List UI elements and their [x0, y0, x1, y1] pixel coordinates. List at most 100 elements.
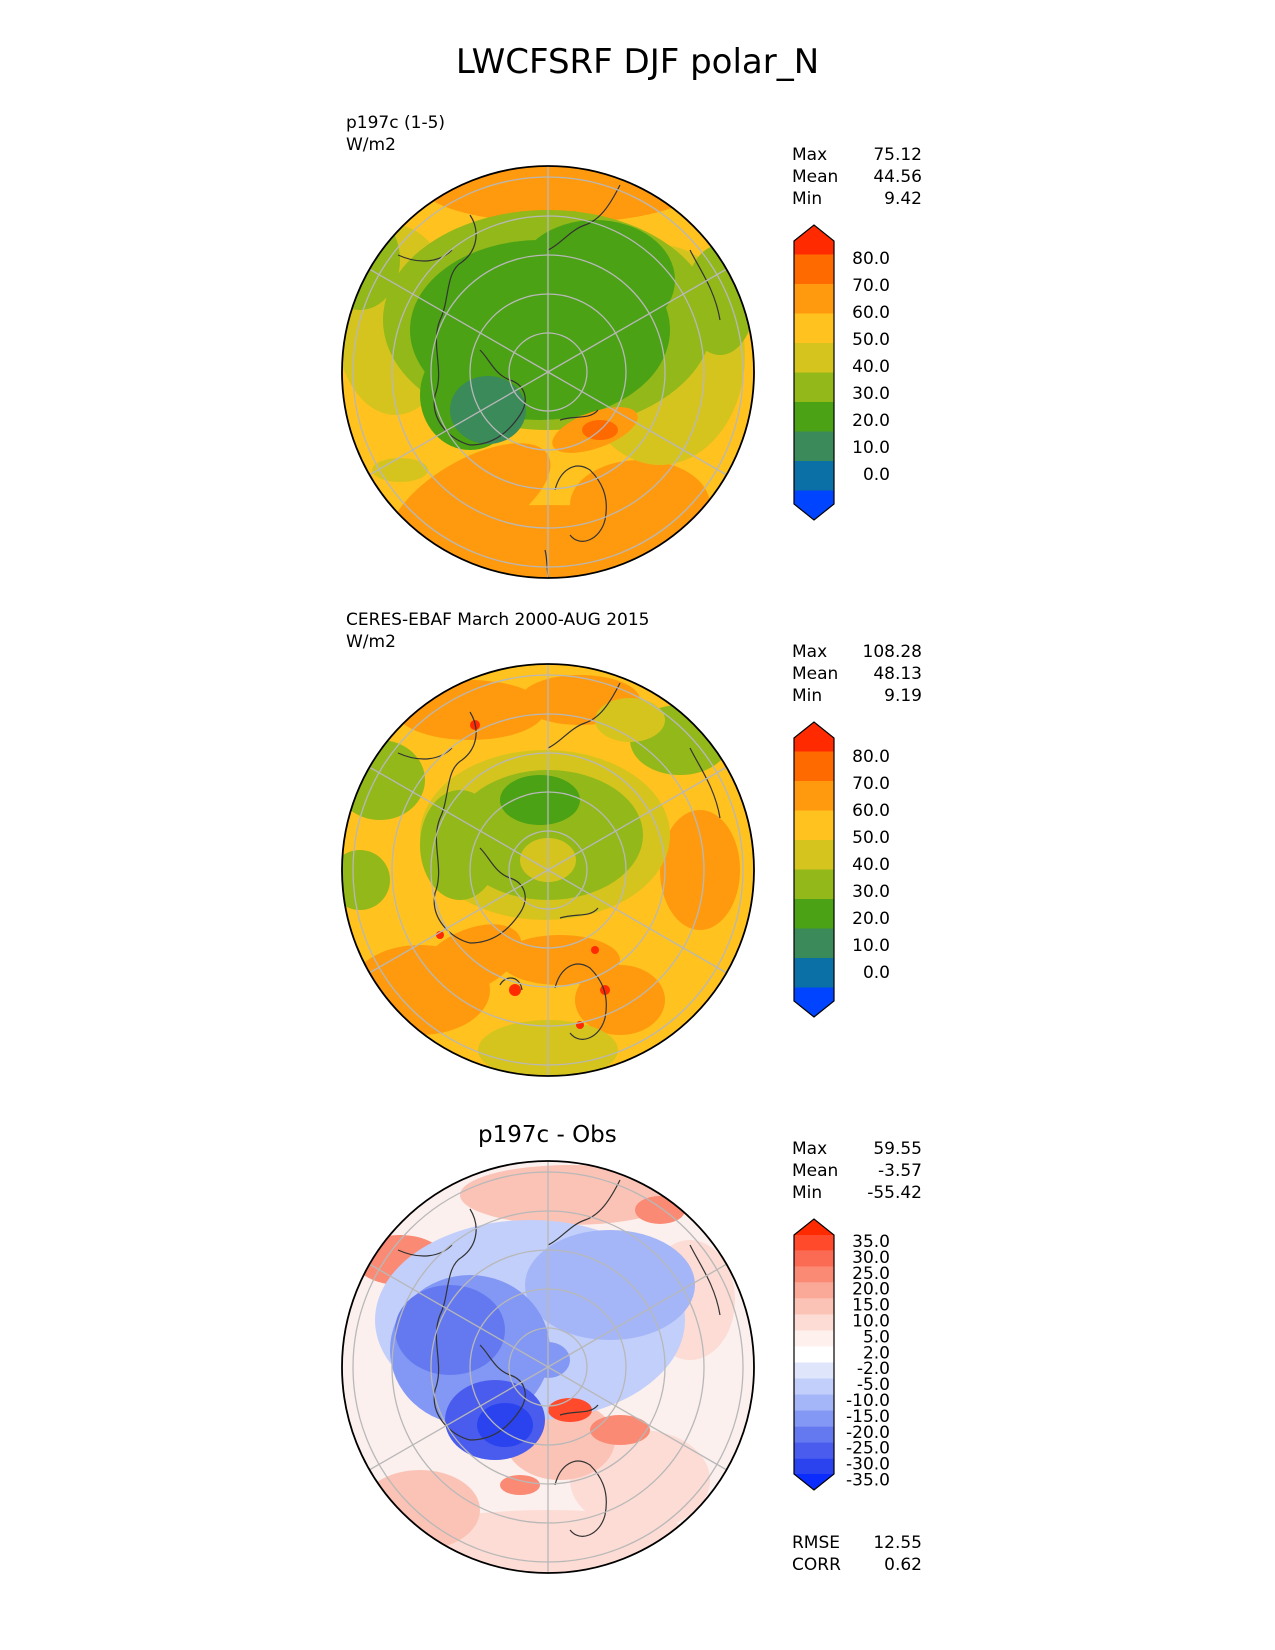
colorbar-tick-label: 10.0	[852, 936, 890, 956]
test-case-label: p197c (1-5)	[346, 113, 446, 133]
ref-units-label: W/m2	[346, 632, 396, 652]
colorbar-swatch	[794, 1474, 834, 1490]
stat-max-value: 108.28	[862, 642, 922, 662]
stat-mean-value: 48.13	[873, 664, 922, 684]
stat-mean-label: Mean	[792, 1161, 839, 1181]
colorbar-swatch	[794, 1346, 834, 1363]
test-stats: Max 75.12 Mean 44.56 Min 9.42	[792, 144, 922, 210]
diff-metrics: RMSE 12.55 CORR 0.62	[792, 1532, 922, 1576]
colorbar-tick-label: 15.0	[852, 1296, 890, 1316]
colorbar-swatch	[794, 461, 834, 491]
stat-min-value: -55.42	[867, 1183, 922, 1203]
stat-max-label: Max	[792, 1139, 828, 1159]
colorbar-swatch	[794, 722, 834, 752]
colorbar-swatch	[794, 372, 834, 402]
colorbar-tick-label: 50.0	[852, 828, 890, 848]
colorbar-swatch	[794, 490, 834, 520]
colorbar-tick-label: 40.0	[852, 357, 890, 377]
colorbar-tick-label: 5.0	[863, 1327, 890, 1347]
stat-max-label: Max	[792, 145, 828, 165]
colorbar-tick-label: 10.0	[852, 438, 890, 458]
colorbar-swatch	[794, 840, 834, 870]
colorbar-swatch	[794, 810, 834, 840]
colorbar-outline	[793, 721, 835, 1018]
colorbar-tick-label: 0.0	[863, 465, 890, 485]
colorbar-tick-label: 10.0	[852, 1312, 890, 1332]
colorbar-swatch	[794, 1282, 834, 1299]
colorbar-swatch	[794, 1394, 834, 1411]
colorbar-swatch	[794, 1330, 834, 1347]
colorbar-tick-label: 2.0	[863, 1343, 890, 1363]
colorbar-swatch	[794, 254, 834, 284]
colorbar-tick-label: 0.0	[863, 963, 890, 983]
colorbar-swatch	[794, 899, 834, 929]
stat-mean-value: 44.56	[873, 167, 922, 187]
colorbar-tick-label: 60.0	[852, 303, 890, 323]
colorbar-swatch	[794, 781, 834, 811]
colorbar-tick-label: 20.0	[852, 1280, 890, 1300]
corr-label: CORR	[792, 1555, 841, 1575]
ref-colorbar: 80.0 70.0 60.0 50.0 40.0 30.0 20.0 10.0 0.0	[793, 721, 890, 1018]
colorbar-tick-label: 25.0	[852, 1264, 890, 1284]
colorbar-swatch	[794, 1362, 834, 1379]
colorbar-swatch	[794, 1298, 834, 1315]
colorbar-swatch	[794, 431, 834, 461]
ref-case-label: CERES-EBAF March 2000-AUG 2015	[346, 610, 650, 630]
colorbar-swatch	[794, 402, 834, 432]
stat-mean-value: -3.57	[878, 1161, 922, 1181]
colorbar-swatch	[794, 1234, 834, 1251]
colorbar-tick-label: -35.0	[846, 1471, 890, 1491]
colorbar-tick-label: 30.0	[852, 882, 890, 902]
colorbar-swatch	[794, 869, 834, 899]
stat-mean-label: Mean	[792, 167, 839, 187]
colorbar-tick-label: 70.0	[852, 774, 890, 794]
stat-max-value: 75.12	[873, 145, 922, 165]
stat-min-value: 9.42	[884, 189, 922, 209]
colorbar-swatch	[794, 1250, 834, 1267]
rmse-value: 12.55	[873, 1533, 922, 1553]
stat-max-label: Max	[792, 642, 828, 662]
colorbar-swatch	[794, 1266, 834, 1283]
colorbar-tick-label: -30.0	[846, 1455, 890, 1475]
stat-min-value: 9.19	[884, 686, 922, 706]
diff-polar-map	[341, 1160, 755, 1574]
corr-value: 0.62	[884, 1555, 922, 1575]
colorbar-tick-label: 30.0	[852, 384, 890, 404]
colorbar-tick-label: -10.0	[846, 1391, 890, 1411]
figure-title: LWCFSRF DJF polar_N	[455, 42, 820, 82]
colorbar-swatch	[794, 1442, 834, 1459]
colorbar-swatch	[794, 987, 834, 1017]
colorbar-swatch	[794, 1378, 834, 1395]
colorbar-swatch	[794, 1458, 834, 1475]
colorbar-swatch	[794, 1219, 834, 1235]
stat-mean-label: Mean	[792, 664, 839, 684]
colorbar-tick-label: -2.0	[857, 1359, 890, 1379]
colorbar-outline	[793, 224, 835, 521]
colorbar-swatch	[794, 1410, 834, 1427]
rmse-label: RMSE	[792, 1533, 841, 1553]
colorbar-swatch	[794, 313, 834, 343]
ref-polar-map	[341, 663, 755, 1077]
colorbar-swatch	[794, 284, 834, 314]
colorbar-outline	[793, 1218, 835, 1491]
colorbar-tick-label: 30.0	[852, 1248, 890, 1268]
colorbar-swatch	[794, 928, 834, 958]
colorbar-tick-label: -5.0	[857, 1375, 890, 1395]
colorbar-tick-label: 50.0	[852, 330, 890, 350]
colorbar-tick-label: 70.0	[852, 276, 890, 296]
stat-max-value: 59.55	[873, 1139, 922, 1159]
colorbar-tick-label: 80.0	[852, 249, 890, 269]
colorbar-tick-label: -25.0	[846, 1439, 890, 1459]
colorbar-tick-label: 80.0	[852, 747, 890, 767]
diff-stats: Max 59.55 Mean -3.57 Min -55.42	[792, 1138, 922, 1204]
ref-stats: Max 108.28 Mean 48.13 Min 9.19	[792, 641, 922, 707]
colorbar-tick-label: -15.0	[846, 1407, 890, 1427]
colorbar-swatch	[794, 1426, 834, 1443]
stat-min-label: Min	[792, 1183, 823, 1203]
colorbar-tick-label: 40.0	[852, 855, 890, 875]
test-units-label: W/m2	[346, 135, 396, 155]
colorbar-swatch	[794, 751, 834, 781]
colorbar-swatch	[794, 1314, 834, 1331]
stat-min-label: Min	[792, 189, 823, 209]
